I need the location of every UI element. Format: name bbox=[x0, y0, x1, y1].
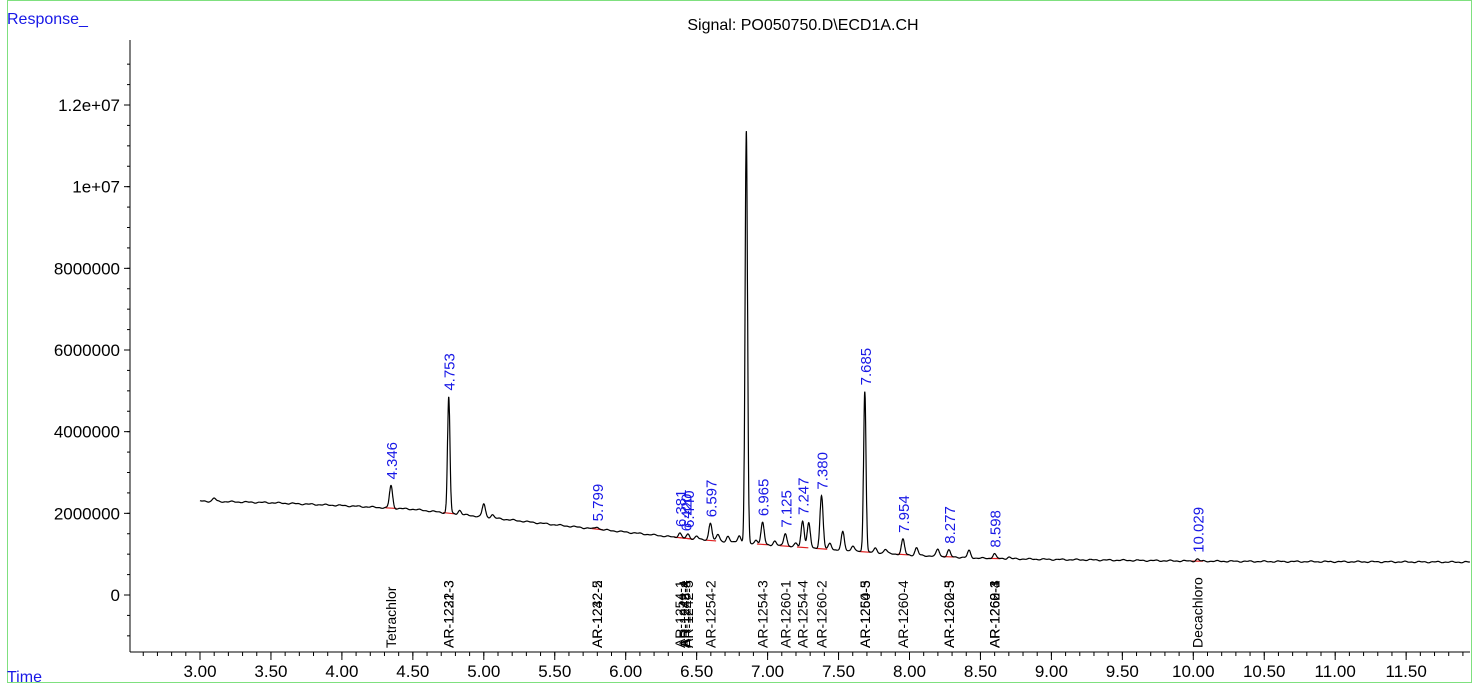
compound-label: AR-1260-1 bbox=[777, 580, 793, 648]
y-tick-label: 6000000 bbox=[54, 341, 120, 360]
signal-trace bbox=[200, 131, 1470, 563]
peak-rt-label: 7.685 bbox=[858, 348, 875, 386]
x-tick-label: 7.50 bbox=[822, 662, 855, 681]
peak-rt-label: 8.277 bbox=[942, 506, 959, 544]
compound-label: Tetrachlor bbox=[383, 586, 399, 648]
peak-rt-label: 6.965 bbox=[756, 479, 773, 517]
baseline-marker bbox=[816, 548, 827, 549]
peak-rt-label: 4.346 bbox=[384, 442, 401, 480]
peak-rt-label: 4.753 bbox=[442, 353, 459, 391]
compound-label: AR-1260-3 bbox=[986, 580, 1002, 648]
y-tick-label: 4000000 bbox=[54, 423, 120, 442]
x-tick-label: 9.50 bbox=[1106, 662, 1139, 681]
x-tick-label: 11.50 bbox=[1386, 662, 1427, 681]
x-tick-label: 8.50 bbox=[964, 662, 997, 681]
peak-rt-label: 7.954 bbox=[896, 495, 913, 533]
y-tick-label: 2000000 bbox=[54, 504, 120, 523]
compound-label: AR-1260-4 bbox=[895, 580, 911, 648]
x-tick-label: 3.00 bbox=[183, 662, 216, 681]
x-tick-label: 10.00 bbox=[1172, 662, 1215, 681]
x-tick-label: 7.00 bbox=[751, 662, 784, 681]
x-tick-label: 6.50 bbox=[680, 662, 713, 681]
compound-label: AR-1221-3 bbox=[441, 580, 457, 648]
peak-rt-label: 7.380 bbox=[814, 452, 831, 490]
x-tick-label: 3.50 bbox=[254, 662, 287, 681]
baseline-marker bbox=[797, 547, 808, 548]
compound-label: AR-1242-5 bbox=[680, 580, 696, 648]
x-tick-label: 5.00 bbox=[467, 662, 500, 681]
compound-label: AR-1254-3 bbox=[755, 580, 771, 648]
x-tick-label: 4.00 bbox=[325, 662, 358, 681]
compound-label: AR-1260-2 bbox=[814, 580, 830, 648]
x-tick-label: 11.00 bbox=[1315, 662, 1356, 681]
compound-label: AR-1232-5 bbox=[589, 580, 605, 648]
peak-rt-label: 10.029 bbox=[1190, 507, 1207, 553]
x-tick-label: 4.50 bbox=[396, 662, 429, 681]
x-tick-label: 5.50 bbox=[538, 662, 571, 681]
peak-rt-label: 7.247 bbox=[796, 478, 813, 516]
compound-label: AR-1254-2 bbox=[702, 580, 718, 648]
x-tick-label: 6.00 bbox=[609, 662, 642, 681]
peak-rt-label: 8.598 bbox=[987, 510, 1004, 548]
x-tick-label: 9.00 bbox=[1035, 662, 1068, 681]
compound-label: Decachloro bbox=[1189, 577, 1205, 648]
x-tick-label: 10.50 bbox=[1243, 662, 1286, 681]
compound-label: AR-1254-4 bbox=[795, 580, 811, 648]
y-tick-label: 1.2e+07 bbox=[58, 96, 120, 115]
peak-rt-label: 6.597 bbox=[703, 480, 720, 518]
compound-label: AR-1260-3 bbox=[857, 580, 873, 648]
y-tick-label: 1e+07 bbox=[72, 178, 120, 197]
compound-label: AR-1262-3 bbox=[941, 580, 957, 648]
y-tick-label: 0 bbox=[111, 586, 120, 605]
x-tick-label: 8.00 bbox=[893, 662, 926, 681]
peak-rt-label: 5.799 bbox=[590, 484, 607, 522]
y-tick-label: 8000000 bbox=[54, 259, 120, 278]
peak-rt-label: 7.125 bbox=[778, 490, 795, 528]
peak-rt-label: 6.440 bbox=[681, 490, 698, 528]
